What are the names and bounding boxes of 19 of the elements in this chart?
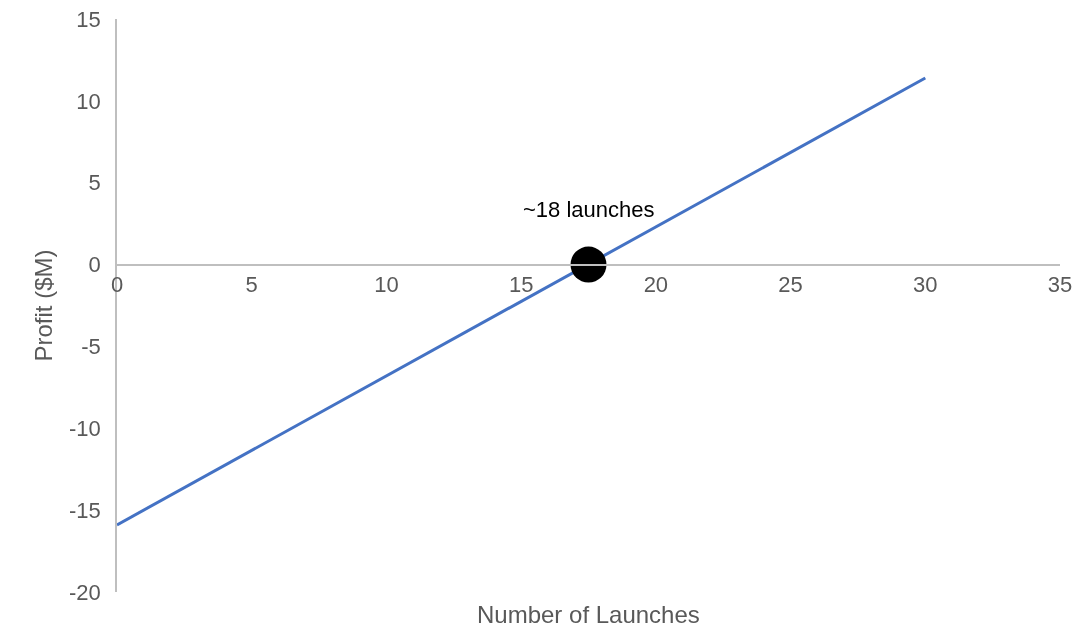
y-axis-title: Profit ($M) [29,249,57,362]
y-tick-label: -10 [69,415,101,441]
x-tick-label: 5 [245,271,258,297]
y-tick-label: -15 [69,497,101,523]
x-axis-title: Number of Launches [477,601,700,628]
x-tick-label: 25 [778,271,803,297]
annotation: ~18 launches [523,197,655,222]
y-tick-label: 10 [76,88,101,114]
x-tick-label: 10 [374,271,399,297]
y-tick-label: -20 [69,579,101,605]
y-tick-label: 15 [76,6,101,32]
x-tick-label: 0 [110,271,124,297]
x-tick-label: 15 [508,271,534,297]
x-tick-label: 20 [643,271,669,297]
y-tick-label: 0 [88,252,101,278]
y-tick-label: 5 [88,170,101,196]
x-tick-label: 30 [913,271,938,297]
y-tick-label: -5 [81,334,101,360]
x-tick-label: 35 [1047,271,1073,297]
